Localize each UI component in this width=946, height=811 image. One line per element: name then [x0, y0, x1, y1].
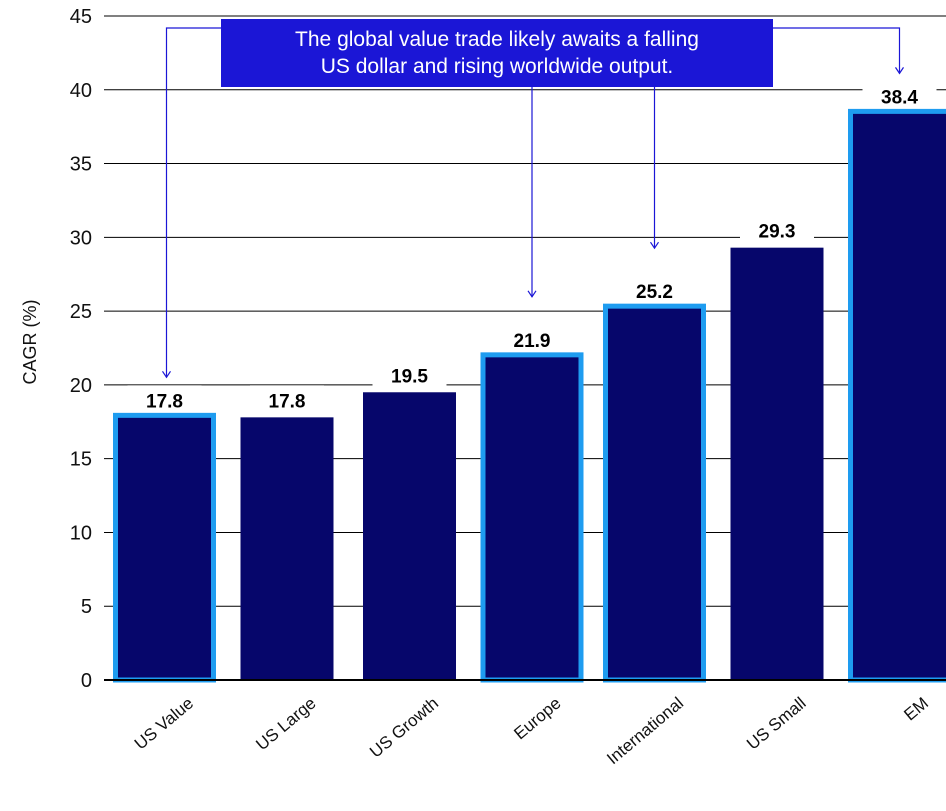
value-label: 19.5: [391, 366, 428, 387]
x-tick-label: Europe: [510, 694, 564, 744]
value-labels: 17.8 17.8 19.5 21.9 25.2 29.3 38.4: [127, 81, 937, 412]
value-label: 17.8: [269, 391, 306, 412]
value-label-bg: [740, 215, 814, 242]
bar: [848, 108, 946, 683]
y-tick-label: 10: [70, 522, 92, 544]
value-label: 17.8: [146, 391, 183, 412]
y-tick-label: 20: [70, 375, 92, 397]
y-tick-label: 5: [81, 596, 92, 618]
value-label: 25.2: [636, 282, 673, 303]
bar: [240, 417, 334, 680]
bar: [363, 392, 456, 680]
value-label-bg: [862, 81, 937, 108]
y-tick-label: 30: [70, 227, 92, 249]
annotation-line-2: US dollar and rising worldwide output.: [320, 55, 674, 78]
value-label-bg: [372, 360, 447, 387]
x-tick-label: EM: [900, 694, 932, 725]
annotation-connector: [773, 27, 901, 74]
y-tick-label: 25: [70, 301, 92, 323]
bar: [480, 352, 584, 683]
bar: [730, 247, 824, 680]
x-tick-label: US Value: [131, 694, 197, 754]
annotation-line-1: The global value trade likely awaits a f…: [295, 28, 699, 51]
value-label: 38.4: [881, 87, 918, 108]
x-tick-label: International: [603, 694, 687, 769]
y-tick-label: 40: [70, 80, 92, 102]
annotation-box: The global value trade likely awaits a f…: [221, 19, 773, 87]
y-tick-label: 35: [70, 154, 92, 176]
y-axis-title: CAGR (%): [20, 300, 40, 385]
y-tick-label: 45: [70, 6, 92, 28]
bar: [113, 412, 216, 683]
x-tick-labels: US Value US Large US Growth Europe Internati…: [131, 694, 932, 769]
bar: [603, 303, 706, 683]
y-tick-label: 15: [70, 449, 92, 471]
annotation-connector: [165, 27, 221, 378]
value-label-bg: [617, 276, 692, 303]
value-label: 29.3: [759, 222, 796, 243]
value-label-bg: [495, 324, 569, 351]
bars: [113, 108, 946, 683]
value-label-bg: [250, 385, 324, 412]
x-tick-label: US Growth: [366, 694, 442, 762]
value-label: 21.9: [514, 331, 551, 352]
y-tick-label: 0: [81, 670, 92, 692]
y-tick-labels: 0 5 10 15 20 25 30 35 40 45: [70, 6, 92, 692]
x-tick-label: US Small: [743, 694, 809, 754]
annotation-connectors: [162, 27, 904, 379]
arrow-head: [895, 67, 904, 75]
x-tick-label: US Large: [252, 694, 319, 755]
value-label-bg: [127, 385, 202, 412]
